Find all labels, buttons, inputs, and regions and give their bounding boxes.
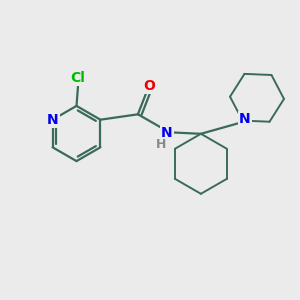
- Text: O: O: [143, 79, 154, 93]
- Text: N: N: [161, 126, 173, 140]
- Text: N: N: [239, 112, 251, 126]
- Text: Cl: Cl: [70, 71, 86, 85]
- Text: H: H: [156, 138, 166, 152]
- Text: N: N: [47, 113, 58, 127]
